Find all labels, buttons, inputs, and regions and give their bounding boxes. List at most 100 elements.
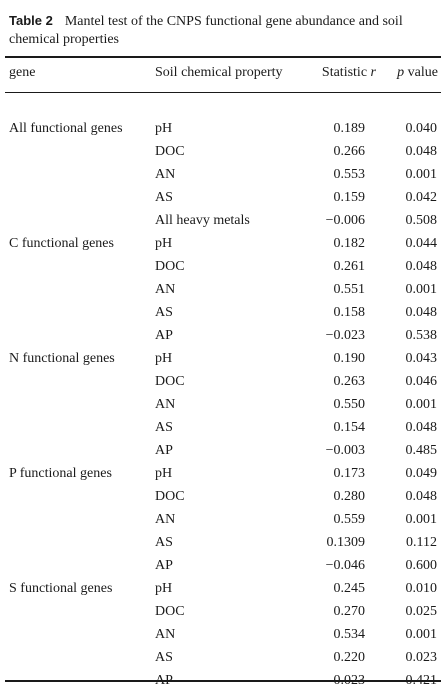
table-row: AS 0.220 0.023: [0, 648, 447, 668]
statistic-r-cell: −0.003: [325, 443, 365, 458]
table-row: AS 0.154 0.048: [0, 418, 447, 438]
table-row: AN 0.559 0.001: [0, 510, 447, 530]
p-value-cell: 0.001: [405, 167, 438, 182]
statistic-r-cell: −0.023: [325, 328, 365, 343]
p-value-cell: 0.040: [405, 121, 438, 136]
p-value-cell: 0.043: [405, 351, 438, 366]
statistic-r-cell: 0.280: [333, 489, 366, 504]
p-value-cell: 0.485: [405, 443, 438, 458]
gene-cell: N functional genes: [9, 351, 115, 366]
property-cell: DOC: [155, 259, 185, 274]
header-gene: gene: [9, 65, 36, 80]
table-row: DOC 0.266 0.048: [0, 142, 447, 162]
table-row: AN 0.550 0.001: [0, 395, 447, 415]
table-row: AP −0.003 0.485: [0, 441, 447, 461]
table-row: N functional genes pH 0.190 0.043: [0, 349, 447, 369]
property-cell: AP: [155, 558, 173, 573]
property-cell: AS: [155, 420, 173, 435]
statistic-r-cell: 0.154: [333, 420, 366, 435]
p-value-cell: 0.048: [405, 489, 438, 504]
property-cell: AN: [155, 512, 176, 527]
property-cell: pH: [155, 121, 173, 136]
property-cell: AS: [155, 190, 173, 205]
gene-cell: C functional genes: [9, 236, 114, 251]
p-value-cell: 0.046: [405, 374, 438, 389]
property-cell: AN: [155, 167, 176, 182]
table-row: AN 0.551 0.001: [0, 280, 447, 300]
statistic-r-cell: 0.559: [333, 512, 366, 527]
statistic-r-cell: 0.270: [333, 604, 366, 619]
property-cell: pH: [155, 236, 173, 251]
bottom-rule: [5, 680, 441, 682]
header-p-word: value: [407, 65, 438, 80]
property-cell: AS: [155, 535, 173, 550]
header-rule: [5, 92, 441, 93]
p-value-cell: 0.044: [405, 236, 438, 251]
table-row: DOC 0.270 0.025: [0, 602, 447, 622]
property-cell: DOC: [155, 604, 185, 619]
table-label: Table 2: [9, 13, 53, 28]
statistic-r-cell: 0.159: [333, 190, 366, 205]
property-cell: AN: [155, 397, 176, 412]
statistic-r-cell: 0.158: [333, 305, 366, 320]
property-cell: AN: [155, 627, 176, 642]
p-value-cell: 0.048: [405, 144, 438, 159]
table-caption: Table 2 Mantel test of the CNPS functiona…: [9, 12, 439, 49]
statistic-r-cell: 0.220: [333, 650, 366, 665]
p-value-cell: 0.025: [405, 604, 438, 619]
statistic-r-cell: 0.1309: [326, 535, 366, 550]
statistic-r-cell: −0.046: [325, 558, 365, 573]
statistic-r-cell: 0.190: [333, 351, 366, 366]
p-value-cell: 0.538: [405, 328, 438, 343]
property-cell: DOC: [155, 144, 185, 159]
table-row: All functional genes pH 0.189 0.040: [0, 119, 447, 139]
p-value-cell: 0.048: [405, 305, 438, 320]
header-statistic-word: Statistic: [321, 65, 368, 80]
table-title: Mantel test of the CNPS functional gene …: [9, 14, 403, 47]
table-row: AS 0.158 0.048: [0, 303, 447, 323]
p-value-cell: 0.049: [405, 466, 438, 481]
property-cell: AS: [155, 650, 173, 665]
p-value-cell: 0.508: [405, 213, 438, 228]
table-row: C functional genes pH 0.182 0.044: [0, 234, 447, 254]
statistic-r-cell: 0.261: [333, 259, 366, 274]
property-cell: pH: [155, 581, 173, 596]
statistic-r-cell: 0.189: [333, 121, 366, 136]
statistic-r-cell: 0.266: [333, 144, 366, 159]
table-row: P functional genes pH 0.173 0.049: [0, 464, 447, 484]
statistic-r-cell: 0.534: [333, 627, 366, 642]
table-header-row: gene Soil chemical property Statistic r …: [0, 63, 447, 83]
header-statistic: Statistic r: [322, 63, 376, 83]
p-value-cell: 0.010: [405, 581, 438, 596]
table-row: All heavy metals −0.006 0.508: [0, 211, 447, 231]
property-cell: AS: [155, 305, 173, 320]
header-property: Soil chemical property: [155, 65, 283, 80]
p-value-cell: 0.048: [405, 259, 438, 274]
table-row: AP −0.046 0.600: [0, 556, 447, 576]
statistic-r-cell: −0.006: [325, 213, 365, 228]
p-value-cell: 0.023: [405, 650, 438, 665]
table-row: AP −0.023 0.538: [0, 326, 447, 346]
gene-cell: All functional genes: [9, 121, 123, 136]
p-value-cell: 0.001: [405, 512, 438, 527]
table-row: AS 0.159 0.042: [0, 188, 447, 208]
property-cell: DOC: [155, 374, 185, 389]
table-row: S functional genes pH 0.245 0.010: [0, 579, 447, 599]
statistic-r-cell: 0.173: [333, 466, 366, 481]
property-cell: DOC: [155, 489, 185, 504]
property-cell: All heavy metals: [155, 213, 250, 228]
p-value-cell: 0.112: [406, 535, 437, 550]
property-cell: AP: [155, 328, 173, 343]
p-value-cell: 0.001: [405, 397, 438, 412]
statistic-r-cell: 0.553: [333, 167, 366, 182]
property-cell: AP: [155, 443, 173, 458]
p-value-cell: 0.600: [405, 558, 438, 573]
table-row: AN 0.553 0.001: [0, 165, 447, 185]
top-rule: [5, 56, 441, 58]
p-value-cell: 0.001: [405, 282, 438, 297]
statistic-r-cell: 0.263: [333, 374, 366, 389]
table-row: DOC 0.280 0.048: [0, 487, 447, 507]
statistic-r-cell: 0.245: [333, 581, 366, 596]
table-row: DOC 0.261 0.048: [0, 257, 447, 277]
p-value-cell: 0.001: [405, 627, 438, 642]
